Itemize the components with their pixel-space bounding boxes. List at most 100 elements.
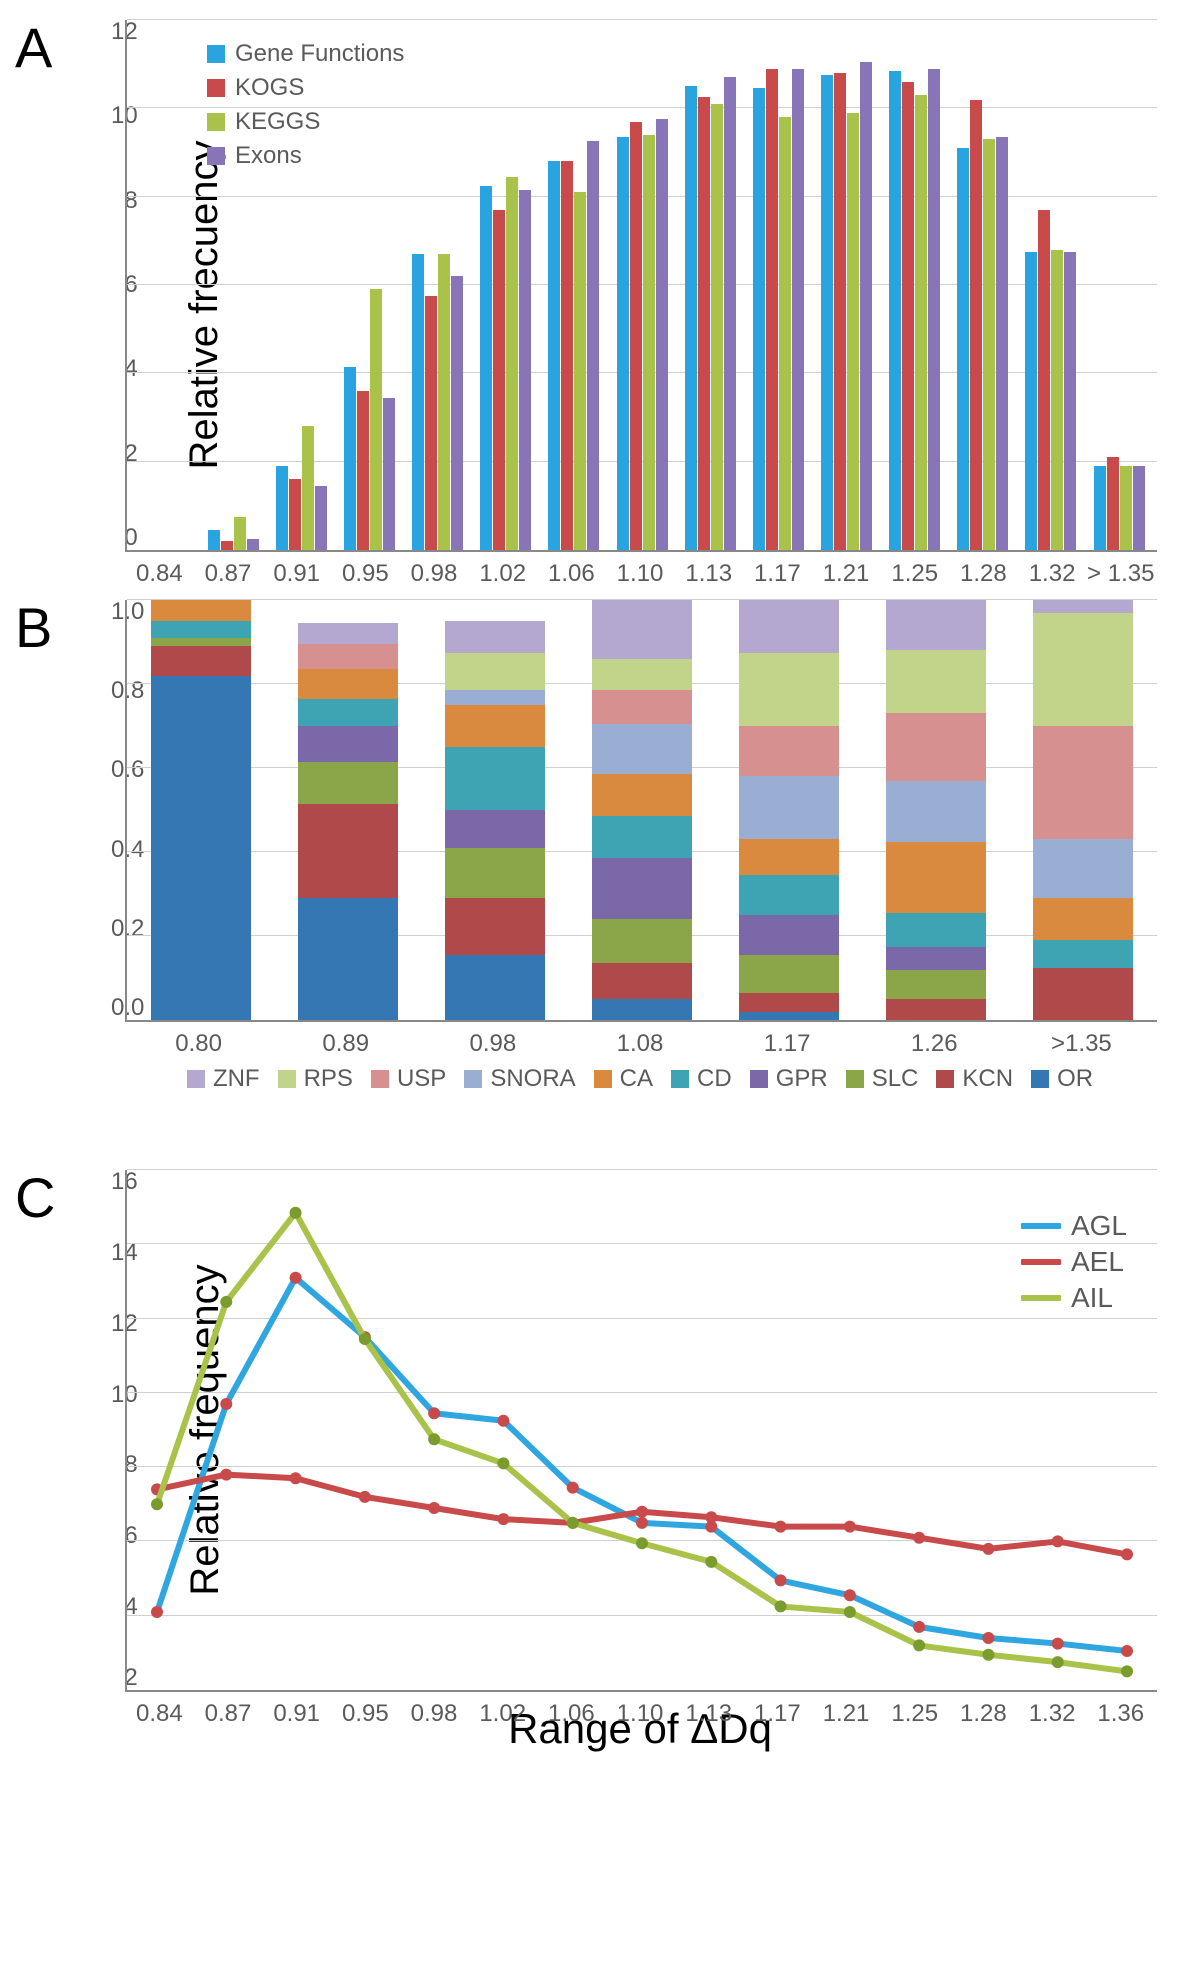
stack-segment: [445, 747, 545, 810]
stack-segment: [592, 919, 692, 963]
bar-group: [1085, 457, 1153, 550]
stack-segment: [592, 600, 692, 659]
panel-c-plot: AGLAELAIL: [125, 1170, 1157, 1692]
stack-segment: [1033, 726, 1133, 839]
bar-group: [949, 100, 1017, 551]
stack-segment: [1033, 940, 1133, 967]
line-marker: [913, 1532, 925, 1544]
stack-segment: [592, 724, 692, 774]
panel-c-legend: AGLAELAIL: [1021, 1210, 1127, 1318]
panel-b: B Relative frecuency 1.00.80.60.40.20.0 …: [20, 600, 1180, 1160]
bar: [344, 367, 356, 550]
bar: [1133, 466, 1145, 550]
stack-segment: [886, 842, 986, 913]
bar: [451, 276, 463, 550]
stack-segment: [151, 600, 251, 621]
line-marker: [636, 1506, 648, 1518]
line-marker: [1052, 1656, 1064, 1668]
bar: [766, 69, 778, 550]
stack-segment: [592, 774, 692, 816]
line-marker: [775, 1521, 787, 1533]
bar: [1038, 210, 1050, 550]
line-marker: [497, 1513, 509, 1525]
bar: [753, 88, 765, 550]
line-marker: [705, 1511, 717, 1523]
stacked-bar: [886, 600, 986, 1020]
line-marker: [290, 1472, 302, 1484]
bar: [847, 113, 859, 550]
stack-segment: [298, 804, 398, 899]
bar: [289, 479, 301, 550]
panel-a-label: A: [15, 15, 52, 80]
bar-group: [744, 69, 812, 550]
stack-segment: [1033, 839, 1133, 898]
panel-c-xaxis: 0.840.870.910.950.981.021.061.101.131.17…: [125, 1692, 1155, 1728]
bar: [860, 62, 872, 550]
bar: [1064, 252, 1076, 550]
bar: [425, 296, 437, 550]
stack-segment: [886, 970, 986, 999]
line-marker: [359, 1333, 371, 1345]
line-marker: [775, 1574, 787, 1586]
bar: [656, 119, 668, 550]
line-series: [157, 1278, 1127, 1651]
stack-segment: [298, 762, 398, 804]
line-marker: [567, 1482, 579, 1494]
bar: [370, 289, 382, 550]
panel-a: A Relative frecuency 121086420 Gene Func…: [20, 20, 1180, 590]
line-marker: [1121, 1645, 1133, 1657]
bar: [928, 69, 940, 550]
line-marker: [220, 1469, 232, 1481]
legend-item: AGL: [1021, 1210, 1127, 1242]
bar-group: [881, 69, 949, 550]
stack-segment: [739, 839, 839, 875]
line-marker: [636, 1517, 648, 1529]
bar: [1120, 466, 1132, 550]
line-marker: [705, 1556, 717, 1568]
bar: [915, 95, 927, 550]
bar: [834, 73, 846, 550]
bar: [234, 517, 246, 550]
stack-segment: [739, 726, 839, 776]
bar-group: [608, 119, 676, 550]
line-marker: [220, 1398, 232, 1410]
stack-segment: [886, 913, 986, 947]
stack-segment: [592, 659, 692, 691]
stack-segment: [739, 653, 839, 727]
stack-segment: [592, 816, 692, 858]
stack-segment: [298, 644, 398, 669]
bar: [357, 391, 369, 550]
panel-a-legend: Gene FunctionsKOGSKEGGSExons: [207, 40, 404, 176]
legend-item: KEGGS: [207, 108, 404, 136]
bar: [438, 254, 450, 550]
bar-group: [1017, 210, 1085, 550]
bar: [412, 254, 424, 550]
stacked-bar: [1033, 600, 1133, 1020]
figure: A Relative frecuency 121086420 Gene Func…: [20, 20, 1180, 1780]
stacked-bar: [151, 600, 251, 1020]
bar: [889, 71, 901, 550]
line-marker: [982, 1632, 994, 1644]
stacked-bar: [739, 600, 839, 1020]
bar: [1094, 466, 1106, 550]
line-marker: [1052, 1638, 1064, 1650]
stack-segment: [739, 1012, 839, 1020]
stack-segment: [1033, 898, 1133, 940]
bar: [519, 190, 531, 550]
bar: [506, 177, 518, 550]
bar: [247, 539, 259, 550]
stack-segment: [886, 781, 986, 842]
stack-segment: [886, 713, 986, 780]
stack-segment: [739, 875, 839, 915]
stack-segment: [298, 699, 398, 726]
bar: [315, 486, 327, 550]
line-marker: [913, 1621, 925, 1633]
legend-item: Gene Functions: [207, 40, 404, 68]
line-marker: [982, 1649, 994, 1661]
bar: [480, 186, 492, 550]
line-marker: [290, 1272, 302, 1284]
line-marker: [1121, 1548, 1133, 1560]
bar-group: [199, 517, 267, 550]
stack-segment: [1033, 600, 1133, 613]
stack-segment: [886, 999, 986, 1020]
